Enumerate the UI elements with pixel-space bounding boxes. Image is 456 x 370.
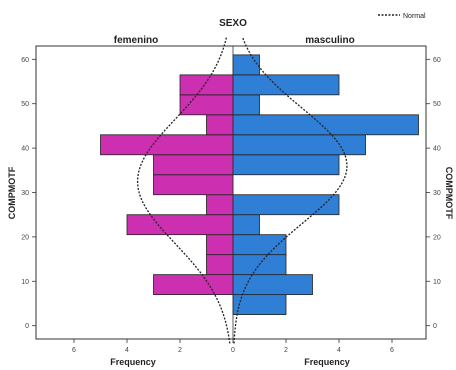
bar-masculino-9 [232, 114, 419, 136]
series-label-masculino: masculino [305, 35, 354, 46]
y-tick-label-right-0: 0 [433, 323, 437, 330]
y-tick-label-right-20: 20 [433, 234, 441, 241]
bar-femenino-2 [206, 254, 234, 276]
bar-masculino-4 [232, 214, 260, 236]
normal-curve-femenino [136, 36, 231, 344]
y-ticks-group: 0 0 10 10 20 20 30 30 40 40 50 50 60 60 [21, 57, 441, 330]
bar-femenino-5 [206, 194, 234, 216]
x-ticks-group: 6 4 2 0 2 4 6 [72, 339, 394, 354]
bar-masculino-11 [232, 74, 340, 96]
normal-curves-group [136, 36, 348, 344]
y-tick-label-right-40: 40 [433, 146, 441, 153]
bar-femenino-9 [206, 114, 234, 136]
legend: Normal [378, 13, 426, 20]
y-tick-label-right-30: 30 [433, 190, 441, 197]
bar-femenino-1 [153, 274, 234, 296]
y-tick-label-left-10: 10 [21, 279, 29, 286]
bar-masculino-3 [232, 234, 287, 256]
bar-masculino-1 [232, 274, 313, 296]
bar-masculino-10 [232, 94, 260, 116]
legend-label: Normal [403, 13, 426, 20]
bar-masculino-8 [232, 134, 366, 156]
y-tick-label-left-50: 50 [21, 101, 29, 108]
x-tick-label-3: 0 [231, 347, 235, 354]
x-tick-label-6: 6 [390, 347, 394, 354]
y-axis-label-left: COMPMOTF [7, 166, 17, 219]
bar-masculino-7 [232, 154, 340, 176]
y-tick-label-left-30: 30 [21, 190, 29, 197]
x-tick-label-4: 2 [284, 347, 288, 354]
y-tick-label-right-10: 10 [433, 279, 441, 286]
bar-femenino-7 [153, 154, 234, 176]
chart-title: SEXO [219, 18, 247, 29]
bar-femenino-3 [206, 234, 234, 256]
y-tick-label-left-40: 40 [21, 146, 29, 153]
bar-femenino-8 [100, 134, 234, 156]
bar-femenino-11 [179, 74, 234, 96]
y-tick-label-left-20: 20 [21, 234, 29, 241]
y-tick-label-right-60: 60 [433, 57, 441, 64]
bars-group [100, 46, 419, 339]
x-tick-label-1: 4 [125, 347, 129, 354]
x-tick-label-0: 6 [72, 347, 76, 354]
bar-femenino-6 [153, 174, 234, 196]
x-axis-label-right: Frequency [304, 357, 350, 367]
x-tick-label-5: 4 [337, 347, 341, 354]
series-label-femenino: femenino [114, 35, 158, 46]
x-axis-label-left: Frequency [110, 357, 156, 367]
bar-femenino-4 [126, 214, 234, 236]
y-axis-label-right: COMPMOTF [444, 167, 454, 220]
y-tick-label-right-50: 50 [433, 101, 441, 108]
x-tick-label-2: 2 [178, 347, 182, 354]
y-tick-label-left-60: 60 [21, 57, 29, 64]
y-tick-label-left-0: 0 [25, 323, 29, 330]
bar-masculino-12 [232, 54, 260, 76]
